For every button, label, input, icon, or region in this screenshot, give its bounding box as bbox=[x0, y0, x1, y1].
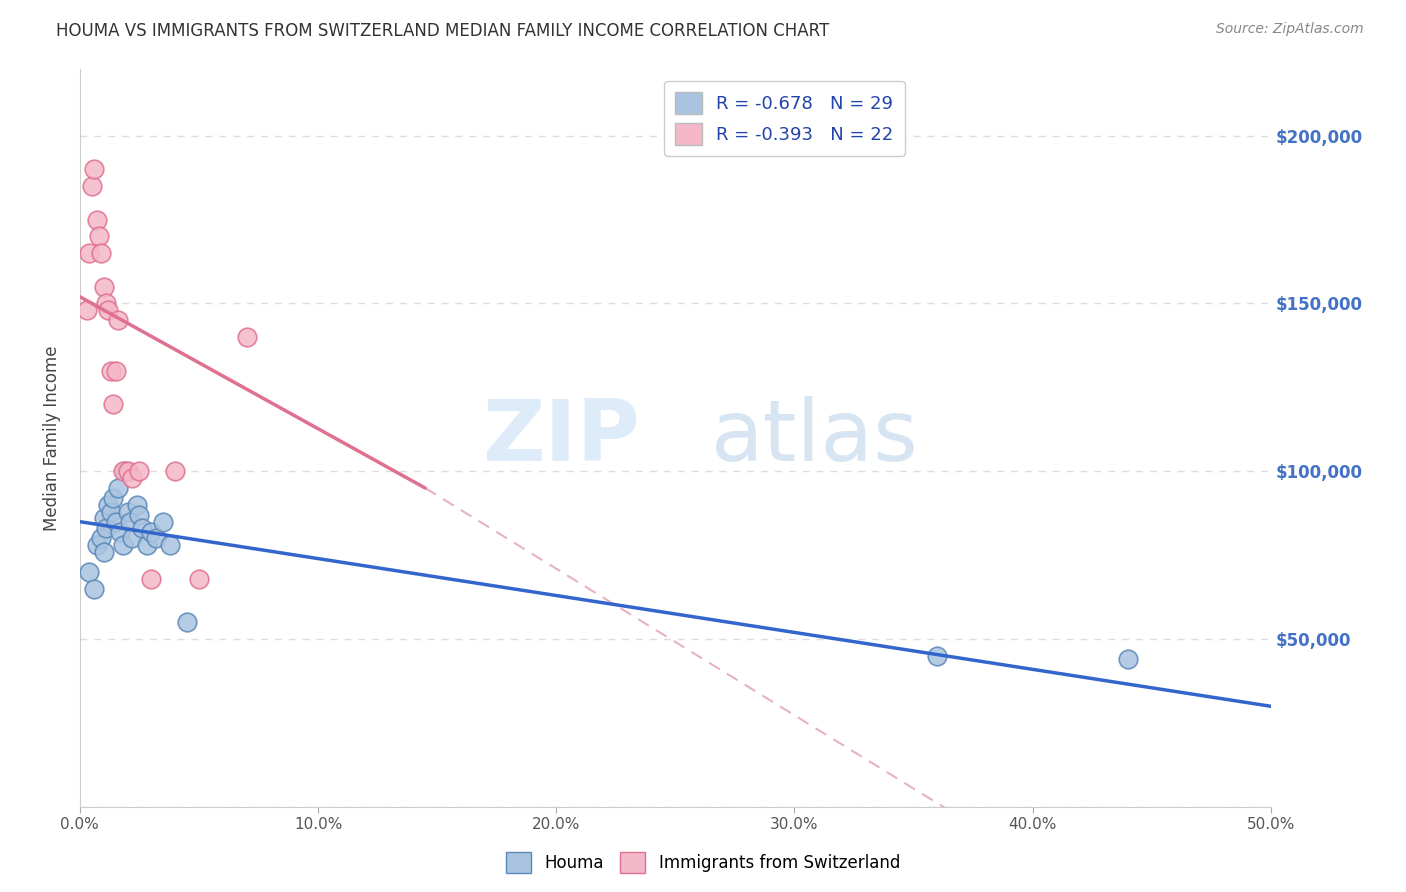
Point bbox=[128, 464, 150, 478]
Point bbox=[1116, 652, 1139, 666]
Point bbox=[93, 279, 115, 293]
Point bbox=[927, 648, 949, 663]
Point bbox=[90, 246, 112, 260]
Point bbox=[110, 524, 132, 539]
Point bbox=[103, 397, 125, 411]
Point bbox=[79, 246, 101, 260]
Point bbox=[104, 363, 127, 377]
Y-axis label: Median Family Income: Median Family Income bbox=[44, 345, 60, 531]
Point bbox=[97, 498, 120, 512]
Point bbox=[111, 464, 134, 478]
Point bbox=[135, 538, 157, 552]
Point bbox=[83, 162, 105, 177]
Point bbox=[152, 515, 174, 529]
Point bbox=[100, 505, 122, 519]
Point bbox=[97, 303, 120, 318]
Point bbox=[159, 538, 181, 552]
Point bbox=[125, 498, 148, 512]
Text: ZIP: ZIP bbox=[482, 396, 640, 479]
Point bbox=[79, 565, 101, 579]
Point bbox=[93, 545, 115, 559]
Text: atlas: atlas bbox=[711, 396, 920, 479]
Point bbox=[114, 464, 136, 478]
Point bbox=[104, 515, 127, 529]
Point bbox=[80, 179, 103, 194]
Point bbox=[176, 615, 198, 630]
Point bbox=[94, 521, 117, 535]
Point bbox=[145, 532, 167, 546]
Point bbox=[141, 572, 163, 586]
Text: HOUMA VS IMMIGRANTS FROM SWITZERLAND MEDIAN FAMILY INCOME CORRELATION CHART: HOUMA VS IMMIGRANTS FROM SWITZERLAND MED… bbox=[56, 22, 830, 40]
Point bbox=[117, 464, 139, 478]
Point bbox=[121, 471, 143, 485]
Point bbox=[128, 508, 150, 522]
Point bbox=[235, 330, 257, 344]
Point bbox=[100, 363, 122, 377]
Point bbox=[118, 515, 141, 529]
Legend: Houma, Immigrants from Switzerland: Houma, Immigrants from Switzerland bbox=[499, 846, 907, 880]
Point bbox=[188, 572, 211, 586]
Point bbox=[107, 481, 129, 495]
Point bbox=[117, 505, 139, 519]
Point bbox=[86, 538, 108, 552]
Point bbox=[131, 521, 153, 535]
Point bbox=[107, 313, 129, 327]
Legend: R = -0.678   N = 29, R = -0.393   N = 22: R = -0.678 N = 29, R = -0.393 N = 22 bbox=[664, 81, 904, 156]
Point bbox=[93, 511, 115, 525]
Point bbox=[94, 296, 117, 310]
Point bbox=[76, 303, 98, 318]
Point bbox=[141, 524, 163, 539]
Point bbox=[103, 491, 125, 505]
Point bbox=[165, 464, 187, 478]
Text: Source: ZipAtlas.com: Source: ZipAtlas.com bbox=[1216, 22, 1364, 37]
Point bbox=[87, 229, 110, 244]
Point bbox=[90, 532, 112, 546]
Point bbox=[86, 212, 108, 227]
Point bbox=[83, 582, 105, 596]
Point bbox=[111, 538, 134, 552]
Point bbox=[121, 532, 143, 546]
